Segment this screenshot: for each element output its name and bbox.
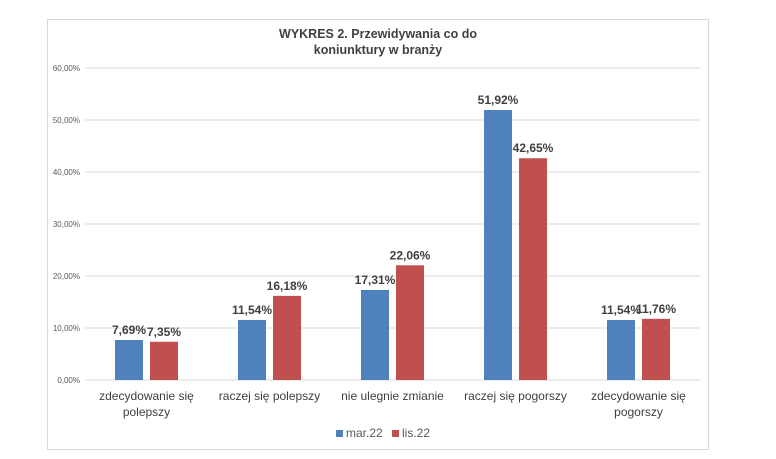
y-tick-label: 30,00% [53,220,80,229]
bars [115,110,670,381]
y-tick-label: 50,00% [53,116,80,125]
data-label: 17,31% [355,273,396,287]
data-label: 51,92% [478,93,519,107]
data-label: 11,76% [636,302,676,316]
bar-lis.22-3 [519,158,547,380]
legend: mar.22 lis.22 [336,426,430,440]
category-label: raczej się polepszy [219,389,320,403]
y-tick-label: 60,00% [53,64,80,73]
category-label: nie ulegnie zmianie [341,389,444,403]
bar-mar.22-3 [484,110,512,381]
bar-mar.22-2 [361,289,389,380]
chart-title-line: koniunktury w branży [314,43,443,57]
data-label: 22,06% [390,248,431,262]
y-axis-ticks: 0,00% 10,00% 20,00% 30,00% 40,00% 50,00% 60,00… [53,64,80,385]
gridlines [85,67,700,381]
legend-label: mar.22 [346,426,383,440]
category-label: raczej się pogorszy [464,389,567,403]
y-tick-label: 20,00% [53,272,80,281]
category-label: zdecydowanie się [591,389,686,403]
x-axis-categories: zdecydowanie się polepszy raczej się polep… [99,389,686,419]
bar-lis.22-2 [396,265,424,380]
category-label: pogorszy [614,405,663,419]
data-label: 16,18% [267,279,308,293]
data-labels: 7,69% 11,54% 17,31% 51,92% 11,54% 7,35% 16,18%… [112,93,676,339]
bar-mar.22-0 [115,340,143,380]
y-tick-label: 10,00% [53,324,80,333]
data-label: 42,65% [513,141,554,155]
bar-lis.22-1 [273,295,301,380]
bar-lis.22-4 [642,318,670,380]
data-label: 11,54% [232,303,272,317]
data-label: 11,54% [601,303,641,317]
legend-label: lis.22 [402,426,430,440]
bar-lis.22-0 [150,341,178,380]
data-label: 7,35% [147,325,181,339]
y-tick-label: 40,00% [53,168,80,177]
category-label: zdecydowanie się [99,389,194,403]
y-tick-label: 0,00% [57,376,80,385]
data-label: 7,69% [112,323,146,337]
legend-swatch-lis.22 [392,430,399,437]
legend-swatch-mar.22 [336,430,343,437]
chart-title-line: WYKRES 2. Przewidywania co do [279,27,477,41]
category-label: polepszy [123,405,170,419]
chart-title: WYKRES 2. Przewidywania co do koniunktury… [279,27,477,57]
bar-mar.22-1 [238,319,266,380]
bar-mar.22-4 [607,319,635,380]
